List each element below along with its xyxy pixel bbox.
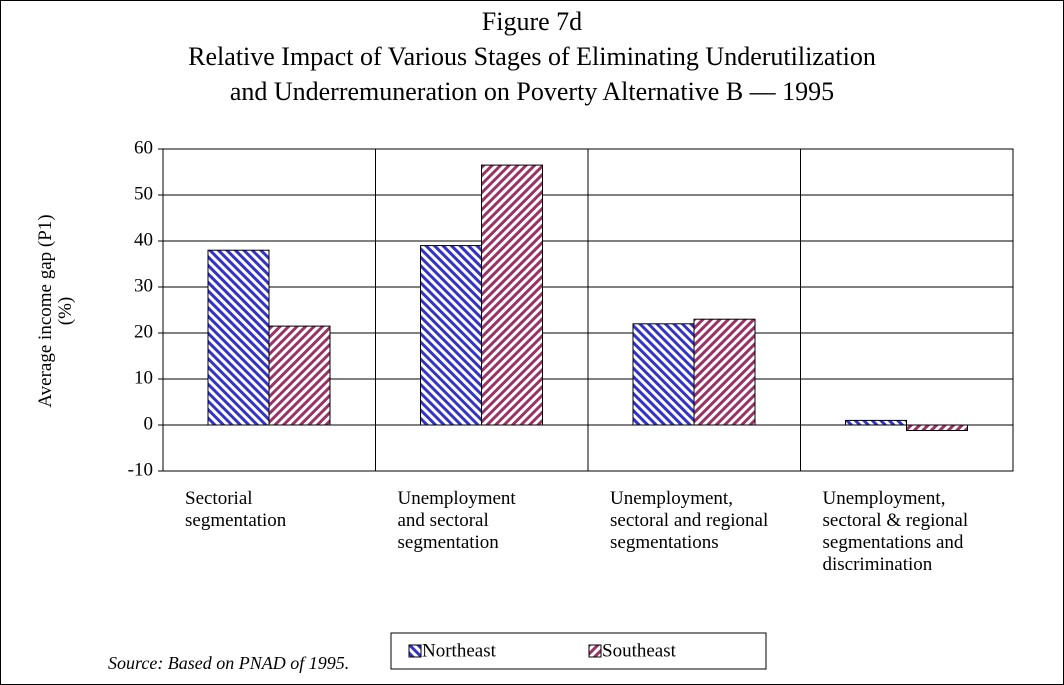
legend: Northeast Southeast bbox=[390, 632, 767, 670]
y-tick-label: 50 bbox=[134, 183, 153, 204]
legend-label: Southeast bbox=[602, 640, 677, 661]
y-axis-label: Average income gap (P1) (%) bbox=[35, 214, 76, 408]
legend-box bbox=[390, 632, 767, 670]
x-tick-label: Unemployment, sectoral & regional segmen… bbox=[822, 488, 969, 575]
plot-area bbox=[162, 148, 1014, 472]
x-tick-label: Sectorial segmentation bbox=[185, 488, 287, 531]
y-tick-label: 30 bbox=[134, 275, 153, 296]
bar bbox=[268, 325, 331, 426]
y-tick-label: 60 bbox=[134, 137, 153, 158]
y-tick-label: 40 bbox=[134, 229, 153, 250]
source-note: Source: Based on PNAD of 1995. bbox=[108, 653, 350, 673]
y-tick-label: 0 bbox=[144, 413, 154, 434]
bar bbox=[845, 419, 907, 426]
bar bbox=[207, 249, 270, 426]
legend-swatch bbox=[588, 644, 602, 658]
y-tick-label: 10 bbox=[134, 367, 153, 388]
bar bbox=[481, 164, 543, 426]
chart-title: Figure 7d Relative Impact of Various Sta… bbox=[188, 7, 876, 106]
x-tick-label: Unemployment and sectoral segmentation bbox=[397, 488, 516, 553]
legend-label: Northeast bbox=[422, 640, 497, 661]
y-tick-label: -10 bbox=[128, 459, 153, 480]
bar bbox=[632, 323, 695, 426]
legend-swatch bbox=[408, 644, 422, 658]
x-tick-label: Unemployment, sectoral and regional segm… bbox=[610, 488, 769, 553]
bar bbox=[906, 424, 968, 432]
y-tick-label: 20 bbox=[134, 321, 153, 342]
bar bbox=[693, 318, 756, 426]
bar bbox=[420, 245, 482, 426]
